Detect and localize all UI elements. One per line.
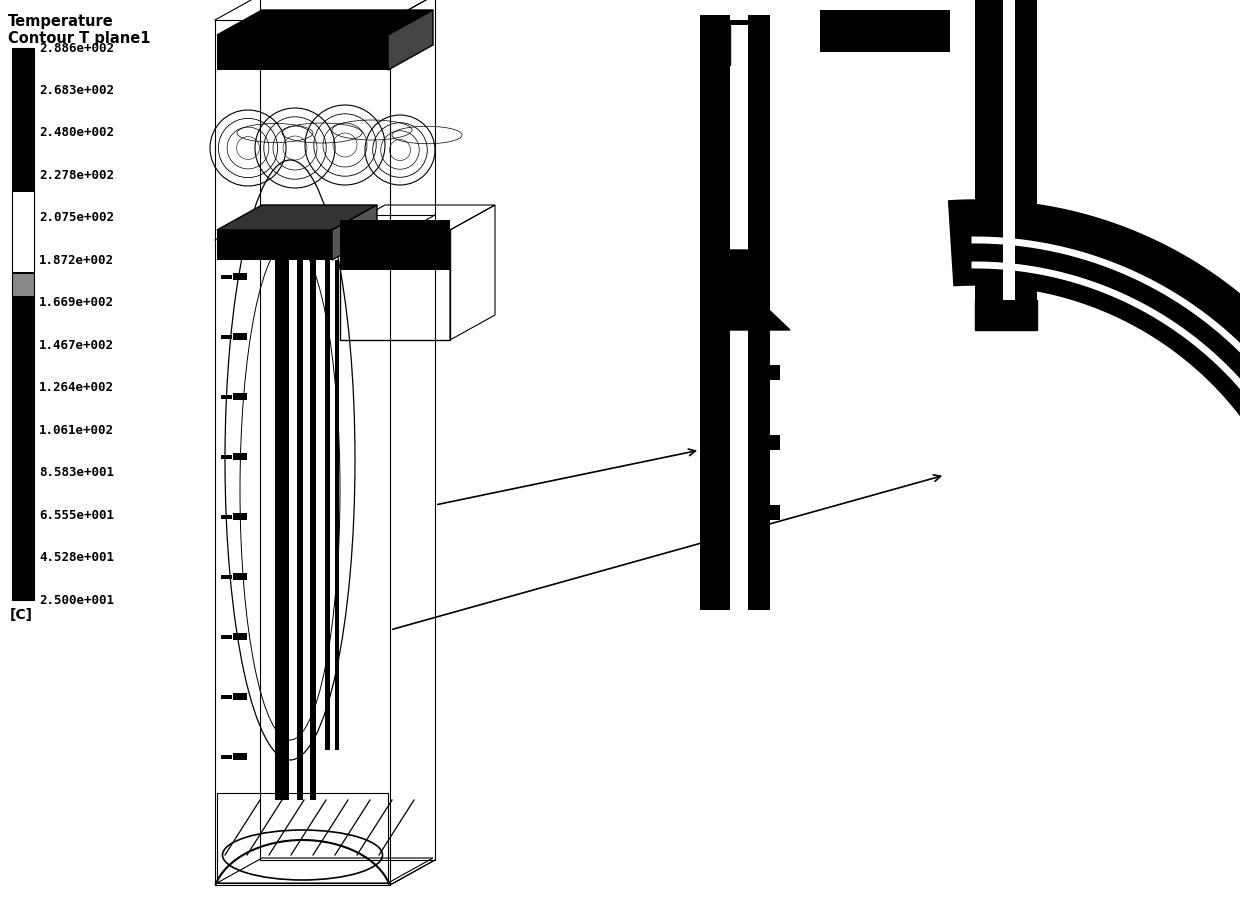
Bar (221, 755, 232, 759)
Polygon shape (975, 300, 1037, 330)
Polygon shape (217, 205, 377, 230)
Text: 1.872e+002: 1.872e+002 (38, 254, 114, 267)
Bar (233, 393, 247, 400)
Bar (215, 20, 391, 885)
Bar (340, 220, 450, 270)
Bar (233, 573, 247, 580)
Polygon shape (217, 10, 433, 35)
Bar (340, 230, 450, 340)
Bar (1003, 78, 1016, 90)
Polygon shape (332, 205, 377, 260)
Bar (221, 395, 232, 399)
Bar (298, 260, 303, 800)
Text: 2.683e+002: 2.683e+002 (38, 84, 114, 97)
Text: 2.075e+002: 2.075e+002 (38, 211, 114, 225)
Polygon shape (949, 200, 1240, 599)
Bar (12, 191, 33, 271)
Bar (730, 365, 748, 380)
Bar (1003, 0, 1016, 300)
Text: 8.583e+001: 8.583e+001 (38, 466, 114, 480)
Bar (975, 198, 1037, 210)
Bar (217, 35, 391, 70)
Bar (233, 753, 247, 760)
Bar (233, 513, 247, 520)
Bar (12, 48, 33, 600)
Text: 2.278e+002: 2.278e+002 (38, 169, 114, 182)
Bar (12, 48, 33, 600)
Bar (335, 260, 339, 750)
Polygon shape (701, 25, 730, 65)
Bar (221, 635, 232, 639)
Bar (730, 20, 760, 25)
Bar (221, 335, 232, 339)
Text: 1.061e+002: 1.061e+002 (38, 424, 114, 437)
Bar (233, 633, 247, 640)
Bar (701, 15, 730, 610)
Text: 1.264e+002: 1.264e+002 (38, 381, 114, 394)
Polygon shape (730, 250, 790, 330)
Bar (325, 260, 330, 750)
Bar (233, 453, 247, 460)
Text: 6.555e+001: 6.555e+001 (38, 509, 114, 521)
Bar (975, 138, 1037, 150)
Bar (12, 274, 33, 297)
Text: 1.467e+002: 1.467e+002 (38, 339, 114, 352)
Bar (310, 260, 316, 800)
Bar (1016, 0, 1037, 300)
Text: [C]: [C] (10, 608, 33, 622)
Bar (217, 230, 332, 260)
Text: Contour T plane1: Contour T plane1 (7, 31, 150, 46)
Bar (730, 505, 780, 520)
Bar (730, 435, 748, 450)
Bar (233, 333, 247, 340)
Bar (221, 455, 232, 459)
Bar (1003, 258, 1016, 270)
Bar (221, 515, 232, 519)
Bar (1003, 138, 1016, 150)
Text: 2.500e+001: 2.500e+001 (38, 593, 114, 606)
Bar (730, 435, 780, 450)
Text: 1.669e+002: 1.669e+002 (38, 297, 114, 309)
Bar (748, 15, 770, 610)
Bar (975, 78, 1037, 90)
Bar (221, 575, 232, 579)
Bar (730, 15, 748, 610)
Bar (233, 273, 247, 280)
Text: 2.886e+002: 2.886e+002 (38, 42, 114, 55)
Bar (730, 505, 748, 520)
Bar (975, 0, 1003, 300)
Bar (1003, 198, 1016, 210)
Bar (275, 260, 289, 800)
Text: 2.480e+002: 2.480e+002 (38, 126, 114, 139)
Bar (975, 258, 1037, 270)
Bar (730, 365, 780, 380)
Bar (221, 695, 232, 699)
Bar (233, 693, 247, 700)
Bar (217, 793, 388, 883)
Text: 4.528e+001: 4.528e+001 (38, 551, 114, 564)
Bar (820, 10, 950, 52)
Text: Temperature: Temperature (7, 14, 114, 29)
Polygon shape (388, 10, 433, 70)
Bar (221, 275, 232, 279)
